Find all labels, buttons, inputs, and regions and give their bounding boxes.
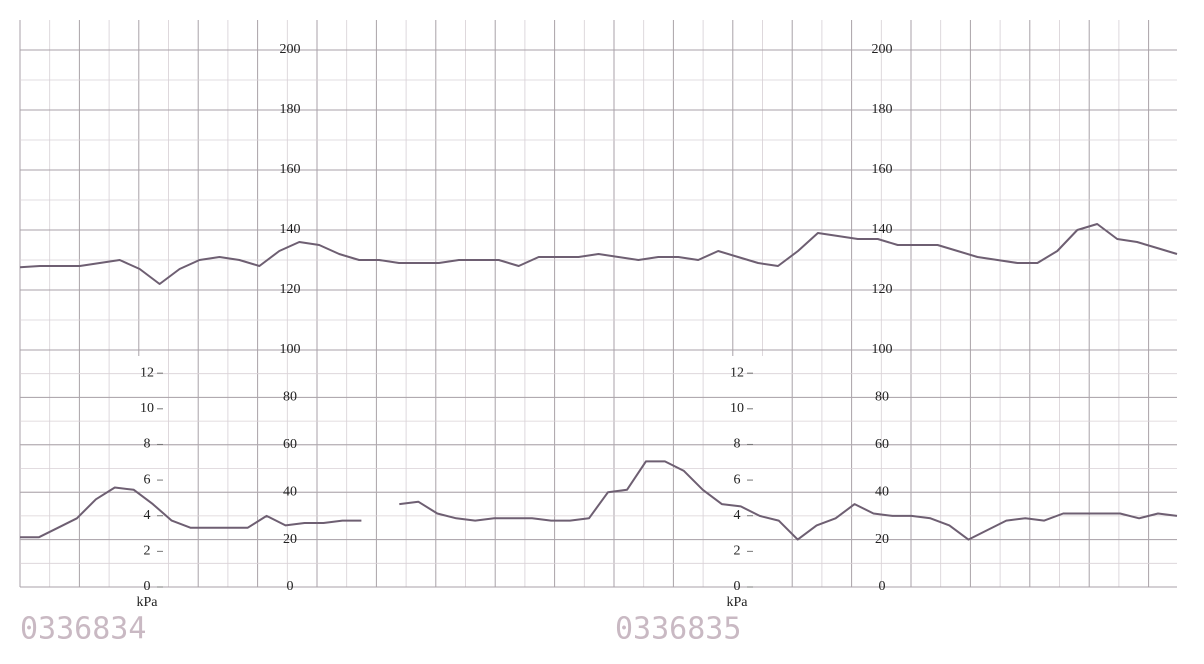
y-tick-label: 20: [283, 532, 297, 547]
y-tick-label: 40: [283, 484, 297, 499]
y2-tick-label: 0: [734, 579, 741, 594]
y-tick-label: 60: [875, 437, 889, 452]
y-tick-label: 60: [283, 437, 297, 452]
y-tick-label: 0: [287, 579, 294, 594]
y-tick-label: 140: [872, 222, 893, 237]
y2-tick-label: 6: [144, 472, 151, 487]
y-tick-label: 200: [872, 42, 893, 57]
trace: [19, 223, 1178, 285]
y2-tick-label: 8: [734, 437, 741, 452]
y-tick-label: 120: [280, 282, 301, 297]
y2-tick-label: 12: [140, 365, 154, 380]
y-tick-label: 160: [280, 162, 301, 177]
y2-axis-label: kPa: [137, 595, 159, 610]
y-tick-label: 80: [283, 390, 297, 405]
y-tick-label: 20: [875, 532, 889, 547]
y2-tick-label: 12: [730, 365, 744, 380]
scale-strip: [707, 356, 765, 596]
y2-tick-label: 10: [140, 401, 154, 416]
y-tick-label: 40: [875, 484, 889, 499]
y-tick-label: 100: [872, 342, 893, 357]
y-tick-label: 100: [280, 342, 301, 357]
trace: [20, 460, 1178, 541]
strip-number: 0336835: [615, 612, 741, 647]
y2-tick-label: 10: [730, 401, 744, 416]
y-tick-label: 200: [280, 42, 301, 57]
y-tick-label: 140: [280, 222, 301, 237]
y2-tick-label: 4: [734, 508, 741, 523]
y-tick-label: 160: [872, 162, 893, 177]
y-tick-label: 120: [872, 282, 893, 297]
scale-strip: [112, 356, 165, 596]
y2-tick-label: 2: [734, 544, 741, 559]
strip-number: 0336834: [20, 612, 146, 647]
y2-tick-label: 4: [144, 508, 151, 523]
y2-tick-label: 6: [734, 472, 741, 487]
y-tick-label: 0: [879, 579, 886, 594]
y-tick-label: 180: [280, 102, 301, 117]
y-tick-label: 80: [875, 390, 889, 405]
y-tick-label: 180: [872, 102, 893, 117]
y2-tick-label: 2: [144, 544, 151, 559]
y2-axis-label: kPa: [727, 595, 749, 610]
y2-tick-label: 0: [144, 579, 151, 594]
y2-tick-label: 8: [144, 437, 151, 452]
